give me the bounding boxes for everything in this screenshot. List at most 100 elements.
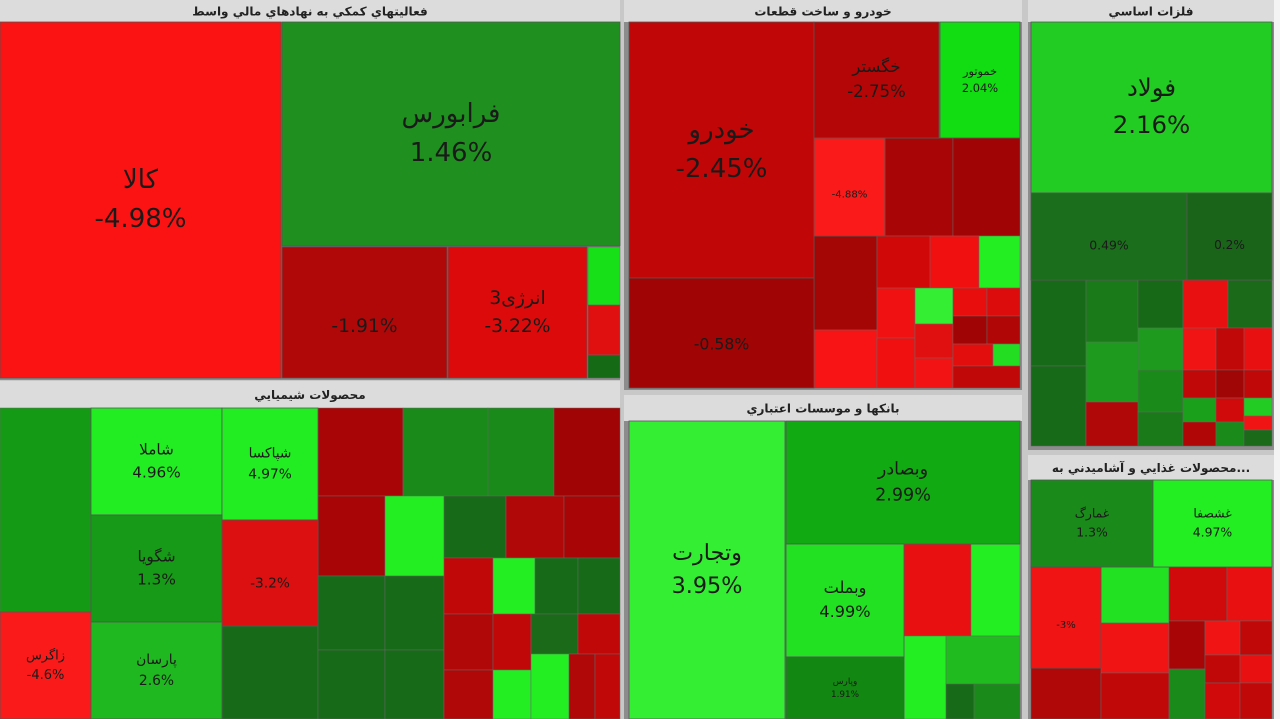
small-tile xyxy=(1100,566,1170,624)
tile xyxy=(1030,192,1188,281)
small-tile xyxy=(587,246,621,306)
tile xyxy=(0,21,282,379)
group-header xyxy=(1028,455,1274,480)
small-tile xyxy=(1085,401,1139,447)
tile-value: 2.6% xyxy=(139,673,174,689)
small-tile xyxy=(443,495,507,559)
tile xyxy=(447,246,588,379)
tile xyxy=(221,407,319,521)
small-tile xyxy=(1215,397,1245,423)
small-tile xyxy=(884,137,954,237)
tile xyxy=(90,514,223,623)
small-tile xyxy=(945,635,1021,685)
small-tile xyxy=(1243,327,1273,371)
group-header xyxy=(624,395,1022,421)
small-tile xyxy=(952,315,988,345)
group-title: محصولات شيميايي xyxy=(254,388,365,403)
small-tile xyxy=(530,653,570,719)
tile-value: 4.97% xyxy=(1193,524,1233,539)
small-tile xyxy=(978,235,1021,289)
tile xyxy=(281,246,448,379)
small-tile xyxy=(563,495,621,559)
small-tile xyxy=(1182,397,1217,423)
group-header xyxy=(0,381,620,408)
tile-label: شپاکسا xyxy=(249,446,292,462)
tile-label: شگويا xyxy=(137,548,175,566)
tile-value: -3.2% xyxy=(250,575,290,591)
small-tile xyxy=(903,635,947,719)
small-tile xyxy=(952,343,994,367)
tile-label: فولاد xyxy=(1127,73,1176,102)
tile-label: فرابورس xyxy=(402,99,501,129)
small-tile xyxy=(317,575,386,651)
tile-value: -1.91% xyxy=(331,316,397,337)
small-tile xyxy=(952,365,1021,389)
tile-label: زاگرس xyxy=(26,647,65,663)
tile-label: خودرو xyxy=(686,115,754,145)
small-tile xyxy=(1137,411,1184,447)
small-tile xyxy=(813,235,878,331)
group-title: محصولات غذايي و آشاميدني به... xyxy=(1052,460,1250,476)
tile xyxy=(1030,21,1273,194)
small-tile xyxy=(443,613,494,671)
small-tile xyxy=(986,287,1021,317)
edge xyxy=(1274,0,1280,719)
tile xyxy=(1030,566,1102,669)
small-tile xyxy=(945,683,975,719)
small-tile xyxy=(594,653,621,719)
small-tile xyxy=(553,407,621,497)
small-tile xyxy=(1182,327,1217,371)
small-tile xyxy=(1168,566,1228,622)
group-header xyxy=(0,0,620,22)
small-tile xyxy=(568,653,596,719)
tile xyxy=(785,656,905,719)
tile-value: 1.3% xyxy=(137,570,176,588)
tile xyxy=(813,21,940,139)
small-tile xyxy=(534,557,579,615)
tile-value: 0.2% xyxy=(1214,238,1245,252)
small-tile xyxy=(1168,620,1206,670)
small-tile xyxy=(443,669,494,719)
small-tile xyxy=(443,557,494,615)
small-tile xyxy=(1204,682,1241,719)
small-tile xyxy=(914,287,954,325)
small-tile xyxy=(1137,327,1184,371)
tile-label: وبملت xyxy=(824,578,867,598)
small-tile xyxy=(1243,429,1273,447)
small-tile xyxy=(1243,415,1273,431)
tile xyxy=(628,277,815,389)
small-tile xyxy=(492,613,532,671)
small-tile xyxy=(1227,279,1273,329)
small-tile xyxy=(384,495,445,577)
tile xyxy=(0,611,92,719)
small-tile xyxy=(1085,341,1139,403)
tile-value: -2.75% xyxy=(847,82,906,101)
tile-value: 2.99% xyxy=(875,486,931,506)
tile-value: -2.45% xyxy=(676,154,768,184)
small-tile xyxy=(813,329,878,389)
tile-label: كالا xyxy=(123,165,159,195)
small-tile xyxy=(1215,327,1245,371)
tile xyxy=(628,420,786,719)
tile xyxy=(785,420,1021,545)
small-tile xyxy=(914,357,954,389)
tile-label: وبصادر xyxy=(877,459,928,479)
small-tile xyxy=(487,407,555,497)
tile xyxy=(221,519,319,627)
tile xyxy=(628,21,815,279)
small-tile xyxy=(1030,279,1087,367)
small-tile xyxy=(384,575,445,651)
small-tile xyxy=(929,235,980,289)
group-title: خودرو و ساخت قطعات xyxy=(754,5,891,20)
small-tile xyxy=(587,304,621,356)
tile-label: پارسان xyxy=(136,652,177,668)
tile xyxy=(281,21,621,247)
tile xyxy=(1152,479,1273,568)
tile-label: شاملا xyxy=(139,441,174,459)
small-tile xyxy=(492,557,536,615)
small-tile xyxy=(1100,672,1170,719)
tile-value: 2.04% xyxy=(962,81,998,95)
group-title: فلزات اساسي xyxy=(1109,5,1194,19)
small-tile xyxy=(1137,369,1184,413)
small-tile xyxy=(1168,668,1206,719)
